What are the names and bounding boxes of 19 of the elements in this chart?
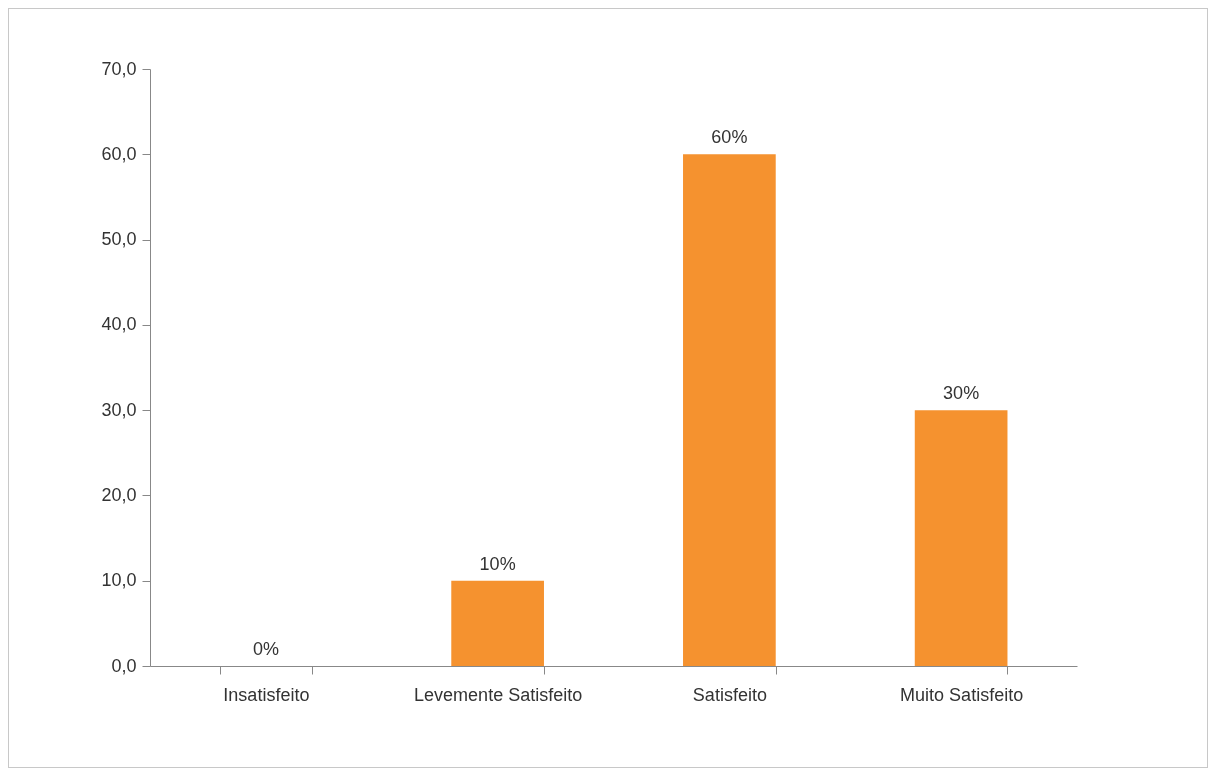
x-tick-label: Muito Satisfeito — [900, 684, 1024, 705]
data-label: 0% — [252, 639, 279, 659]
y-tick-label: 20,0 — [101, 484, 137, 505]
x-tick-label: Satisfeito — [692, 684, 767, 705]
bar — [683, 154, 776, 666]
y-tick-label: 40,0 — [101, 314, 137, 335]
y-tick-label: 60,0 — [101, 143, 137, 164]
data-label: 60% — [711, 127, 748, 148]
y-tick-label: 0,0 — [111, 655, 137, 676]
data-label: 30% — [943, 383, 980, 404]
bar — [451, 580, 544, 666]
y-tick-label: 70,0 — [101, 58, 137, 79]
data-label: 10% — [479, 553, 516, 574]
x-tick-label: Levemente Satisfeito — [414, 684, 583, 705]
x-tick-label: Insatisfeito — [223, 684, 310, 705]
y-tick-label: 10,0 — [101, 570, 137, 591]
y-tick-label: 30,0 — [101, 399, 137, 420]
y-tick-label: 50,0 — [101, 229, 137, 250]
bar — [914, 410, 1008, 666]
